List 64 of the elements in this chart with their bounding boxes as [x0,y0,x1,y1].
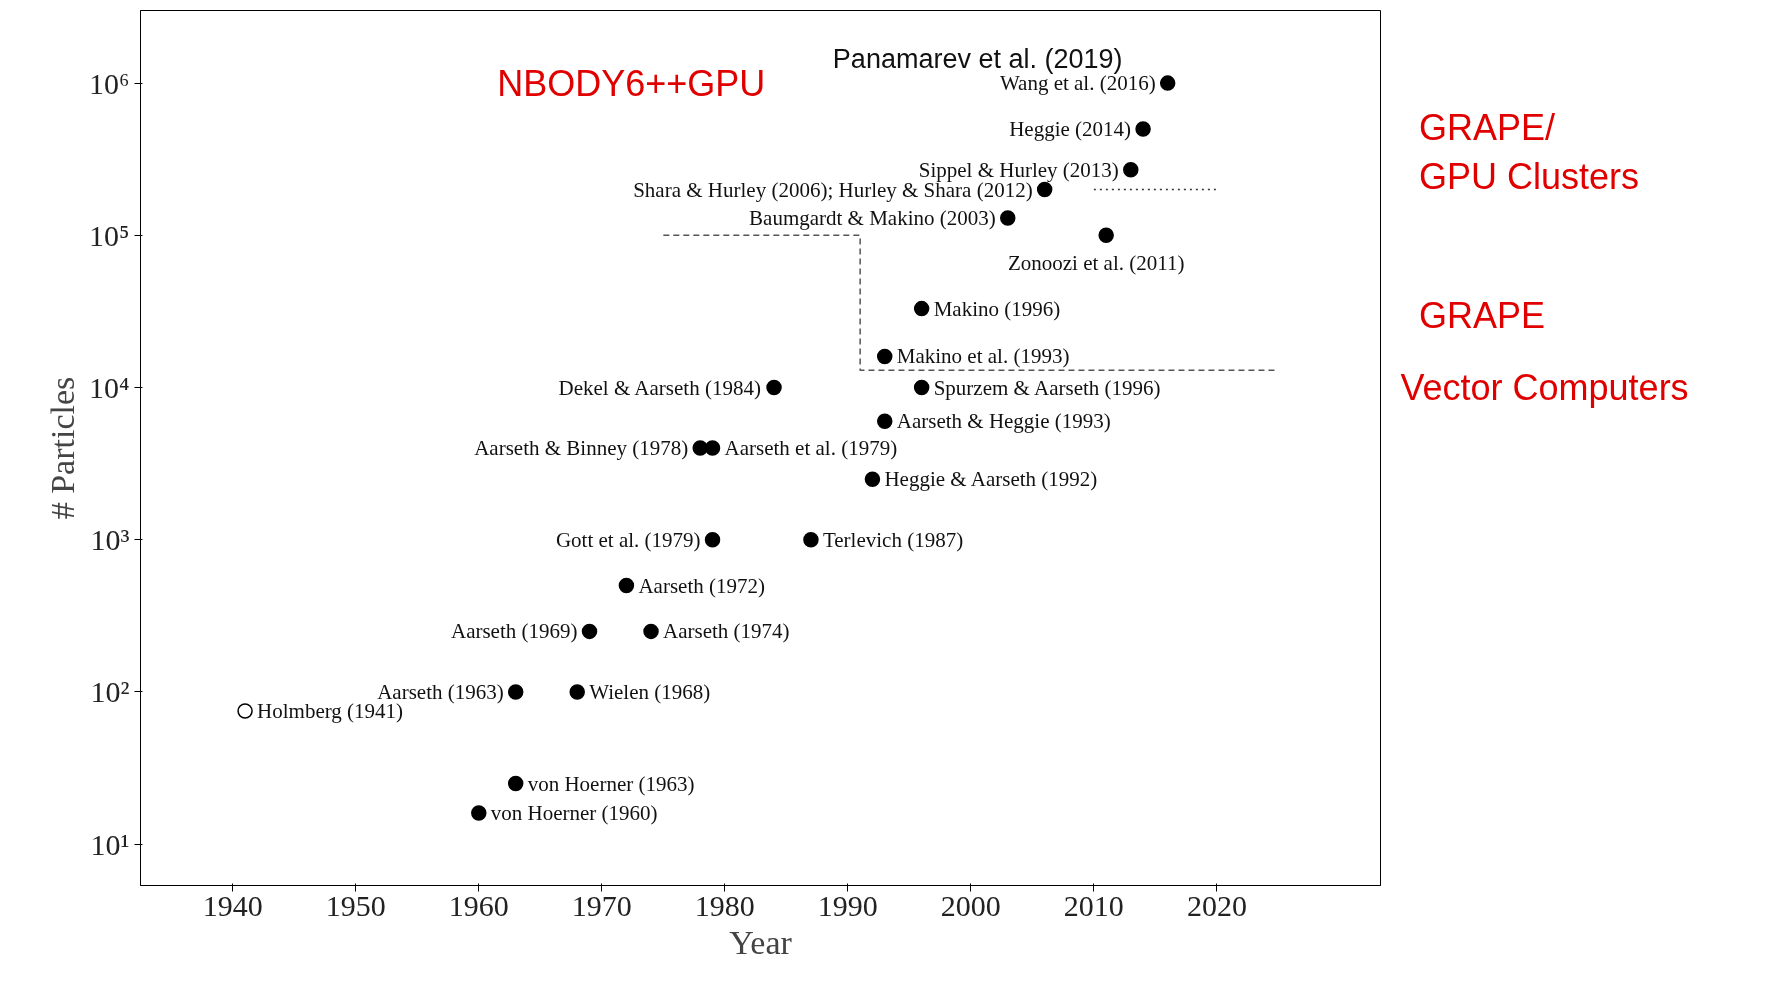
point [692,440,708,456]
point [618,577,635,594]
x-tick-label: 1990 [817,888,878,922]
annotation: Zonoozi et al. (2011) [1007,251,1185,276]
point [704,532,721,548]
point [1098,227,1114,244]
point [471,805,487,821]
annotation: Aarseth & Heggie (1993) [896,409,1111,434]
point [913,300,930,317]
point [237,703,253,719]
point [803,532,819,548]
x-tick-label: 1980 [694,888,755,922]
point [569,684,585,700]
x-tick-label: 1960 [448,888,509,922]
point [581,623,598,640]
annotation: Wielen (1968) [589,679,711,704]
x-tick-label: 2020 [1186,888,1247,922]
annotation: Baumgardt & Makino (2003) [749,205,996,230]
point [877,413,893,430]
point [507,684,524,700]
y-tick-label: 10⁵ [89,218,130,252]
annotation: Aarseth et al. (1979) [724,436,898,461]
annotation: Makino et al. (1993) [896,344,1070,369]
point [766,379,782,396]
point [1159,75,1176,91]
x-tick-label: 2000 [940,888,1001,922]
y-axis-title: # Particles [44,376,82,520]
point [643,623,659,640]
annotation: Makino (1996) [933,296,1061,321]
y-tick-label: 10¹ [90,827,130,861]
point [1000,210,1016,226]
annotation: Dekel & Aarseth (1984) [558,375,761,400]
annotation: Heggie (2014) [1009,116,1132,141]
annotation: Terlevich (1987) [822,527,964,552]
point [507,775,524,792]
point [1135,121,1151,137]
annotation: von Hoerner (1963) [527,771,695,796]
point [864,471,881,487]
text: GRAPE/ GPU Clusters [1419,106,1640,197]
text: Vector Computers [1400,367,1689,409]
text: GRAPE [1419,295,1546,337]
annotation: Aarseth (1972) [638,573,765,598]
point [877,348,893,365]
annotation: Aarseth (1969) [450,619,578,644]
point [1036,181,1053,198]
annotation: von Hoerner (1960) [490,801,658,826]
annotation: Panamarev et al. (2019) [832,44,1123,75]
x-tick-label: 2010 [1063,888,1124,922]
y-tick-label: 10² [90,675,130,709]
point [913,379,930,396]
annotation: Aarseth & Binney (1978) [474,436,689,461]
y-tick-label: 10⁶ [89,66,130,100]
annotation: Heggie & Aarseth (1992) [884,467,1098,492]
annotation: NBODY6++GPU [497,62,766,104]
x-tick-label: 1970 [571,888,632,922]
y-tick-label: 10⁴ [89,371,130,405]
x-tick-label: 1950 [325,888,386,922]
y-tick-label: 10³ [90,523,130,557]
annotation: Gott et al. (1979) [555,527,701,552]
point [1123,161,1139,178]
annotation: Spurzem & Aarseth (1996) [933,375,1161,400]
annotation: Aarseth (1974) [663,619,790,644]
x-axis-title: Year [729,923,793,961]
x-tick-label: 1940 [202,888,263,922]
